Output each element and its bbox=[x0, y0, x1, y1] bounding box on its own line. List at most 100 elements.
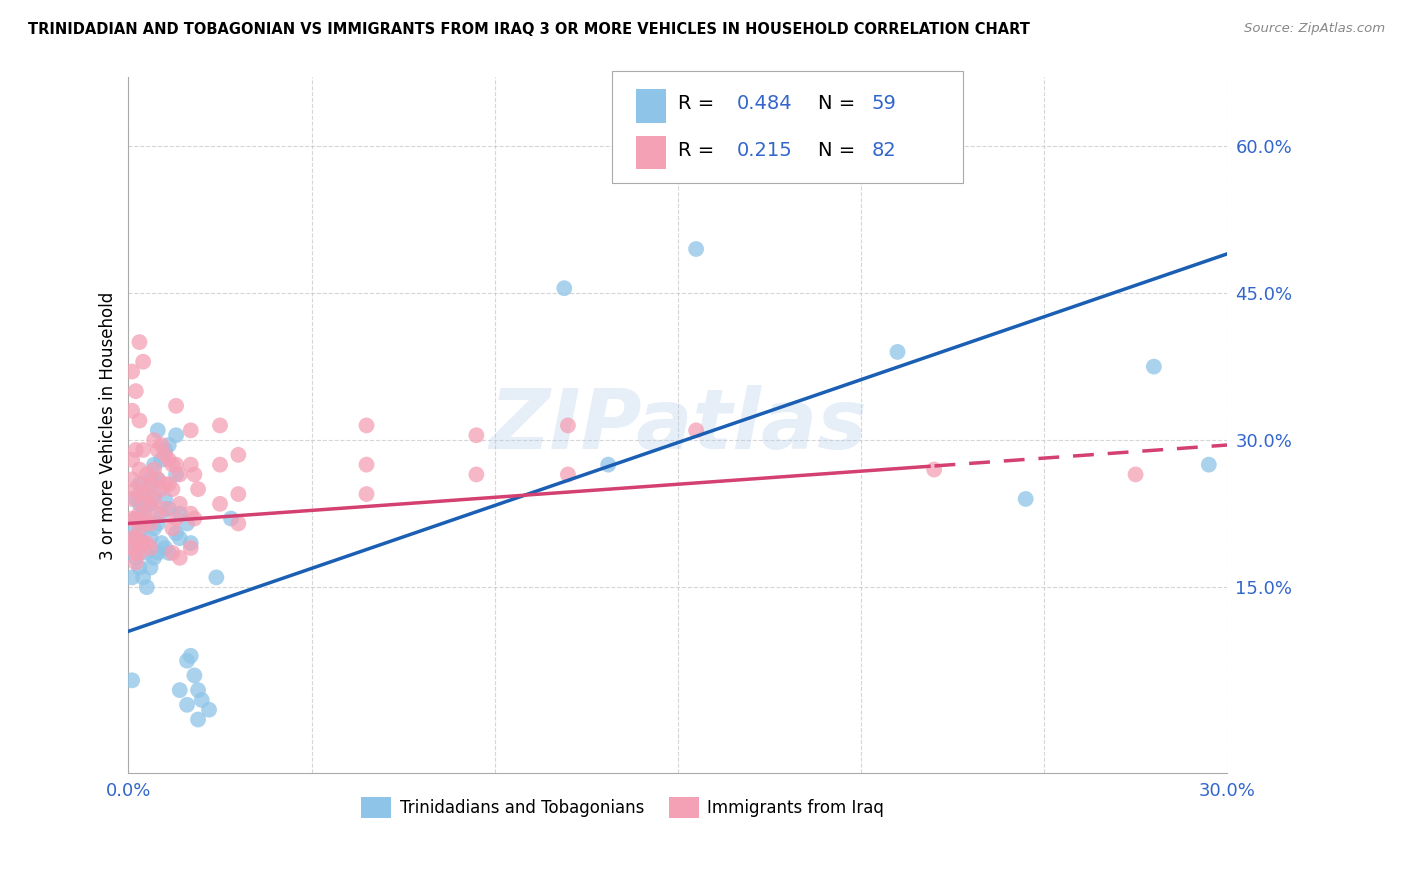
Point bbox=[121, 511, 143, 525]
Point bbox=[180, 423, 202, 437]
Point bbox=[150, 482, 173, 496]
Point bbox=[143, 521, 166, 535]
Text: TRINIDADIAN AND TOBAGONIAN VS IMMIGRANTS FROM IRAQ 3 OR MORE VEHICLES IN HOUSEHO: TRINIDADIAN AND TOBAGONIAN VS IMMIGRANTS… bbox=[28, 22, 1031, 37]
Point bbox=[176, 516, 198, 531]
Point bbox=[169, 531, 191, 545]
Point bbox=[183, 668, 205, 682]
Point bbox=[146, 516, 169, 531]
Text: 0.484: 0.484 bbox=[737, 95, 793, 113]
Point bbox=[132, 497, 155, 511]
Point bbox=[187, 713, 209, 727]
Point bbox=[165, 526, 187, 541]
Point bbox=[135, 511, 157, 525]
Point bbox=[146, 423, 169, 437]
Point bbox=[187, 482, 209, 496]
Point bbox=[176, 698, 198, 712]
Point bbox=[132, 442, 155, 457]
Point bbox=[139, 560, 162, 574]
Point bbox=[153, 501, 176, 516]
Text: R =: R = bbox=[678, 141, 727, 160]
Point bbox=[169, 683, 191, 698]
Point bbox=[183, 467, 205, 482]
Point bbox=[180, 536, 202, 550]
Point bbox=[165, 399, 187, 413]
Point bbox=[157, 438, 180, 452]
Point bbox=[139, 516, 162, 531]
Point bbox=[139, 541, 162, 555]
Point bbox=[128, 560, 150, 574]
Point bbox=[146, 546, 169, 560]
Point bbox=[135, 516, 157, 531]
Point bbox=[121, 541, 143, 555]
Point bbox=[121, 365, 143, 379]
Point bbox=[139, 472, 162, 486]
Point bbox=[128, 413, 150, 427]
Point bbox=[208, 418, 231, 433]
Point bbox=[121, 472, 143, 486]
Point bbox=[125, 546, 148, 560]
Point bbox=[219, 511, 242, 525]
Point bbox=[121, 403, 143, 417]
Point bbox=[187, 683, 209, 698]
Point bbox=[198, 703, 221, 717]
Point bbox=[128, 546, 150, 560]
Point bbox=[169, 497, 191, 511]
Point bbox=[356, 487, 378, 501]
Point bbox=[153, 442, 176, 457]
Point bbox=[162, 546, 184, 560]
Point bbox=[153, 448, 176, 462]
Point bbox=[922, 462, 945, 476]
Point bbox=[125, 531, 148, 545]
Point bbox=[125, 442, 148, 457]
Point bbox=[465, 467, 488, 482]
Point bbox=[205, 570, 228, 584]
Point bbox=[132, 477, 155, 491]
Point bbox=[125, 384, 148, 398]
Point bbox=[228, 448, 250, 462]
Point bbox=[143, 487, 166, 501]
Point bbox=[685, 242, 707, 256]
Point bbox=[228, 516, 250, 531]
Text: R =: R = bbox=[678, 95, 720, 113]
Point bbox=[139, 497, 162, 511]
Point bbox=[121, 452, 143, 467]
Point bbox=[121, 570, 143, 584]
Point bbox=[165, 458, 187, 472]
Point bbox=[132, 536, 155, 550]
Point bbox=[169, 467, 191, 482]
Point bbox=[150, 452, 173, 467]
Point bbox=[183, 511, 205, 525]
Point bbox=[162, 521, 184, 535]
Point bbox=[135, 467, 157, 482]
Point bbox=[180, 541, 202, 555]
Point bbox=[132, 507, 155, 521]
Point bbox=[157, 546, 180, 560]
Text: ZIPatlas: ZIPatlas bbox=[489, 385, 866, 466]
Point bbox=[121, 673, 143, 688]
Point bbox=[125, 531, 148, 545]
Point bbox=[685, 423, 707, 437]
Point bbox=[143, 462, 166, 476]
Point bbox=[157, 501, 180, 516]
Point bbox=[132, 516, 155, 531]
Point bbox=[128, 487, 150, 501]
Point bbox=[180, 507, 202, 521]
Point bbox=[169, 550, 191, 565]
Point bbox=[208, 497, 231, 511]
Point bbox=[143, 491, 166, 506]
Point bbox=[128, 536, 150, 550]
Point bbox=[153, 491, 176, 506]
Point bbox=[1125, 467, 1147, 482]
Point bbox=[557, 418, 579, 433]
Point bbox=[146, 472, 169, 486]
Point bbox=[139, 531, 162, 545]
Point bbox=[157, 477, 180, 491]
Point bbox=[128, 335, 150, 350]
Point bbox=[132, 536, 155, 550]
Point bbox=[557, 467, 579, 482]
Point bbox=[139, 477, 162, 491]
Point bbox=[1198, 458, 1220, 472]
Point bbox=[125, 511, 148, 525]
Point bbox=[143, 458, 166, 472]
Point bbox=[157, 452, 180, 467]
